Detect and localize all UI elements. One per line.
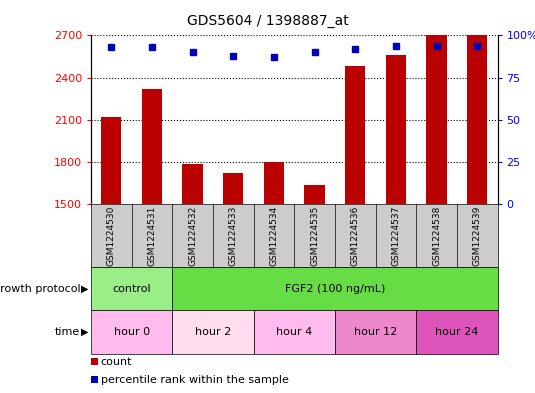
Text: GSM1224532: GSM1224532 (188, 206, 197, 266)
Text: GSM1224533: GSM1224533 (229, 206, 238, 266)
Text: hour 2: hour 2 (195, 327, 231, 337)
Bar (182, 163, 203, 204)
Text: percentile rank within the sample: percentile rank within the sample (101, 375, 288, 385)
Bar (142, 89, 162, 204)
Text: count: count (101, 357, 132, 367)
Text: ▶: ▶ (81, 284, 88, 294)
Bar (345, 66, 365, 204)
Text: FGF2 (100 ng/mL): FGF2 (100 ng/mL) (285, 284, 385, 294)
Bar (264, 162, 284, 204)
Text: ▶: ▶ (81, 327, 88, 337)
Text: GSM1224537: GSM1224537 (392, 206, 400, 266)
Text: time: time (55, 327, 80, 337)
Text: hour 0: hour 0 (113, 327, 150, 337)
Text: GDS5604 / 1398887_at: GDS5604 / 1398887_at (187, 14, 348, 28)
Text: GSM1224538: GSM1224538 (432, 206, 441, 266)
Text: GSM1224530: GSM1224530 (107, 206, 116, 266)
Text: GSM1224534: GSM1224534 (270, 206, 278, 266)
Text: control: control (112, 284, 151, 294)
Bar (467, 35, 487, 204)
Bar (223, 173, 243, 204)
Bar (386, 55, 406, 204)
Text: hour 12: hour 12 (354, 327, 397, 337)
Bar (304, 185, 325, 204)
Text: GSM1224531: GSM1224531 (148, 206, 156, 266)
Text: GSM1224536: GSM1224536 (351, 206, 360, 266)
Bar (101, 117, 121, 204)
Text: hour 24: hour 24 (435, 327, 479, 337)
Text: hour 4: hour 4 (276, 327, 312, 337)
Text: GSM1224539: GSM1224539 (473, 206, 482, 266)
Text: growth protocol: growth protocol (0, 284, 80, 294)
Text: GSM1224535: GSM1224535 (310, 206, 319, 266)
Bar (426, 35, 447, 204)
